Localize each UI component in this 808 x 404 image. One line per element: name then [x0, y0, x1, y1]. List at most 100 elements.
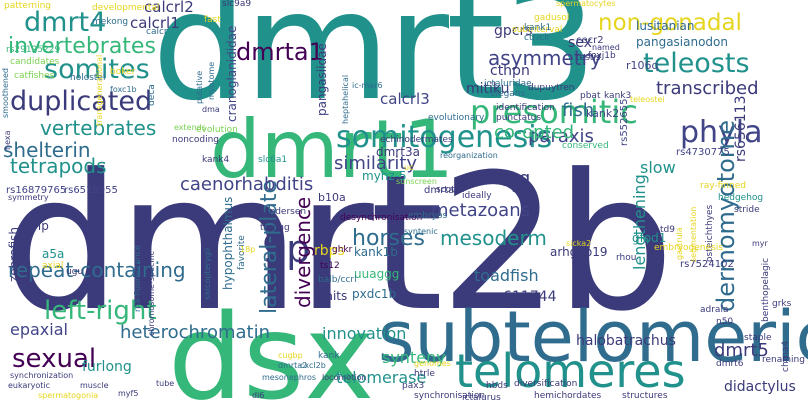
cloud-word: elegans: [490, 89, 526, 99]
cloud-word: pangasianodon: [636, 35, 728, 49]
cloud-word: dmrt5: [714, 340, 769, 361]
cloud-word: cranoglanididae: [225, 25, 239, 122]
cloud-word: rs4730775: [676, 147, 730, 158]
cloud-word: a11a: [512, 185, 535, 195]
cloud-word: subtelomeric: [378, 296, 808, 378]
cloud-word: embryogenesis: [654, 243, 723, 253]
cloud-word: hexa: [3, 130, 12, 151]
cloud-word: renaming: [762, 355, 805, 365]
cloud-word: putative: [195, 70, 204, 104]
cloud-word: cecr2: [576, 35, 604, 46]
cloud-word: gadusol: [534, 13, 570, 23]
cloud-word: diversification: [514, 379, 578, 389]
cloud-word: reorganization: [440, 151, 498, 160]
cloud-word: pangasiidae: [315, 43, 329, 116]
cloud-word: grks: [772, 299, 792, 309]
cloud-word: patterning: [4, 1, 51, 11]
cloud-word: arhgap19: [550, 245, 608, 259]
cloud-word: subinterval: [512, 25, 563, 35]
cloud-word: slc6a1: [258, 155, 288, 165]
cloud-word: n50: [716, 317, 734, 327]
cloud-word: synchronisation: [414, 391, 486, 401]
cloud-word: uuaggg: [354, 267, 400, 281]
cloud-word: dmrt6: [716, 359, 744, 369]
cloud-word: lusitanian: [636, 19, 695, 33]
cloud-word: sarcopterygii: [203, 247, 212, 300]
cloud-word: idrip: [22, 219, 49, 233]
cloud-word: gfod1: [632, 231, 667, 245]
cloud-word: co-opted: [494, 122, 575, 143]
cloud-word: symmetry: [8, 193, 49, 202]
cloud-word: gaits: [318, 289, 348, 303]
cloud-word: noncoding: [172, 135, 219, 145]
cloud-word: kank: [318, 351, 340, 361]
cloud-word: asymmetry: [488, 46, 602, 70]
cloud-word: hemichordates: [534, 391, 602, 401]
cloud-word: slow: [640, 158, 676, 177]
cloud-word: kank1b: [354, 245, 398, 259]
cloud-word: myr: [752, 239, 768, 248]
cloud-word: dmrt4: [24, 7, 107, 38]
cloud-word: kank3: [604, 91, 632, 101]
cloud-word: teleosts: [643, 48, 750, 79]
cloud-word: 18p: [240, 245, 256, 254]
cloud-word: embryos: [408, 211, 448, 221]
cloud-word: evolution: [196, 125, 238, 135]
cloud-word: dmrt1: [210, 103, 454, 196]
cloud-word: similarity: [334, 153, 418, 174]
cloud-word: dmrta1: [236, 38, 324, 66]
cloud-word: telomeres: [455, 344, 686, 398]
cloud-word: transgenerational: [95, 54, 104, 126]
cloud-word: gpcrs: [494, 23, 533, 39]
cloud-word: kank4: [202, 155, 230, 165]
cloud-word: uc: [404, 163, 414, 172]
cloud-word: rs656113: [733, 95, 749, 163]
cloud-word: zebrafish: [7, 226, 21, 282]
cloud-word: punctatus: [496, 113, 542, 123]
cloud-word: smoothened: [1, 68, 10, 118]
cloud-word: extends: [174, 123, 206, 132]
cloud-word: cthpn: [490, 63, 530, 79]
cloud-word: catfishes: [14, 71, 55, 81]
cloud-word: didactylus: [724, 379, 796, 395]
cloud-word: fish: [562, 100, 595, 121]
cloud-word: dmrt3: [152, 0, 597, 134]
cloud-word: rs552655: [619, 98, 630, 147]
cloud-word: eukaryotic: [8, 381, 51, 390]
cloud-word: cxcl2b: [300, 361, 326, 370]
cloud-word: pbat: [580, 91, 601, 101]
cloud-word: ic-mar6: [352, 81, 383, 90]
cloud-word: pxdc1b: [352, 287, 397, 301]
cloud-word: kank2: [586, 107, 620, 120]
cloud-word: osteichthyes: [705, 204, 715, 262]
cloud-word: staple: [744, 333, 772, 343]
cloud-word: ts12: [320, 261, 340, 271]
cloud-word: heptahelical: [341, 74, 350, 124]
cloud-word: boker: [110, 67, 136, 77]
cloud-word: toadfish: [474, 266, 539, 285]
cloud-word: dmrt3a: [376, 145, 420, 159]
cloud-word: axial: [42, 261, 64, 271]
cloud-word: pax3: [402, 381, 425, 391]
cloud-word: myhz-5: [362, 169, 407, 183]
cloud-word: desynchronisation: [340, 213, 423, 223]
cloud-word: genomes: [414, 359, 451, 368]
cloud-word: calcrl2: [144, 0, 194, 16]
cloud-word: spermatocytes: [556, 0, 616, 8]
cloud-word: vertebrates: [40, 116, 157, 140]
cloud-word: mesonephros: [262, 373, 317, 382]
cloud-word: myotome: [207, 61, 216, 100]
cloud-word: fast: [204, 15, 221, 25]
cloud-word: 9p: [262, 227, 311, 271]
cloud-word: developmental: [92, 3, 160, 13]
cloud-word: telomerase: [336, 368, 427, 387]
cloud-word: stride: [734, 205, 760, 215]
cloud-word: shelterin: [3, 138, 91, 162]
cloud-word: ray-finned: [700, 181, 746, 191]
cloud-word: andersen: [264, 207, 307, 217]
cloud-word: di6: [252, 391, 265, 400]
cloud-word: hedgehog: [718, 193, 764, 203]
cloud-word: sexual: [12, 344, 97, 374]
cloud-word: dmrta2: [278, 361, 308, 370]
